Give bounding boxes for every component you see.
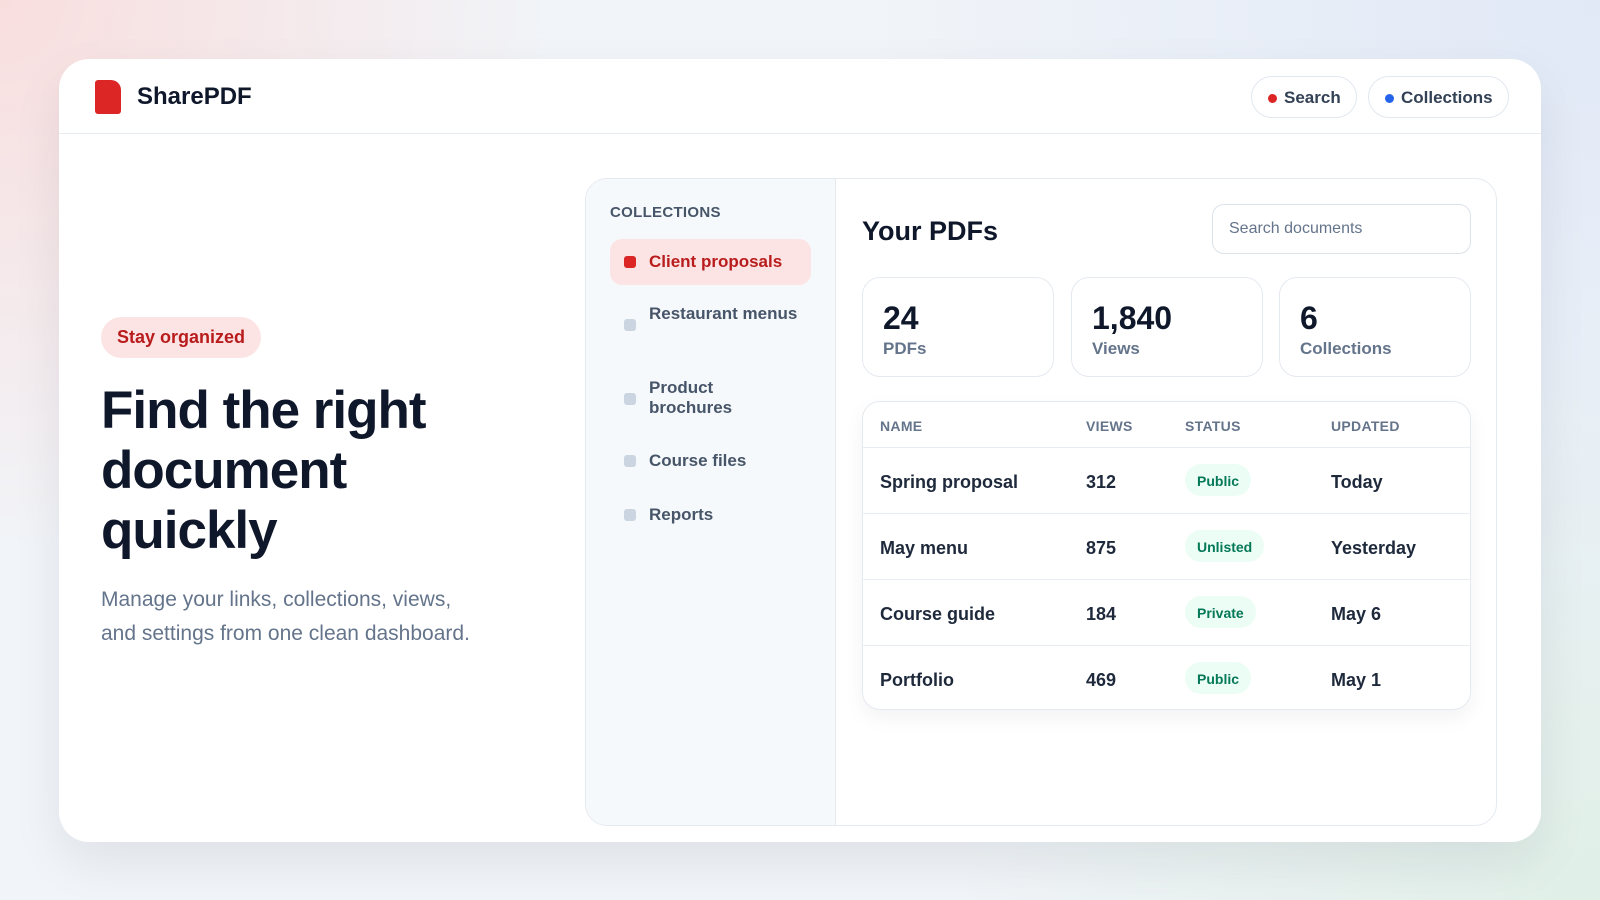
item-icon [624, 509, 636, 521]
column-header: STATUS [1185, 418, 1241, 434]
nav-search[interactable]: Search [1251, 76, 1357, 118]
stat-card: 1,840 Views [1071, 277, 1263, 377]
sidebar-heading: COLLECTIONS [610, 204, 721, 221]
stat-value: 1,840 [1092, 300, 1173, 336]
table-row[interactable]: May menu 875 Unlisted Yesterday [863, 513, 1470, 579]
item-icon [624, 455, 636, 467]
table-row[interactable]: Spring proposal 312 Public Today [863, 447, 1470, 513]
hero-title: Find the right document quickly [101, 381, 427, 560]
sidebar: COLLECTIONS Client proposals Restaurant … [586, 179, 836, 825]
table-cell: 184 [1086, 604, 1117, 624]
table-cell: 875 [1086, 538, 1117, 558]
status-badge: Unlisted [1185, 530, 1265, 562]
item-icon [624, 319, 636, 331]
item-label: Product brochures [649, 378, 733, 417]
item-label: Client proposals [649, 252, 783, 271]
table-cell: May 6 [1331, 604, 1382, 624]
item-icon [624, 393, 636, 405]
stat-label: PDFs [883, 339, 927, 358]
table-cell: Portfolio [880, 670, 954, 690]
sidebar-item[interactable]: Client proposals [610, 239, 811, 285]
item-label: Course files [649, 451, 747, 470]
top-bar: SharePDF Search Collections [59, 59, 1541, 134]
column-header: UPDATED [1331, 418, 1400, 434]
table-cell: Yesterday [1331, 538, 1417, 558]
item-label: Reports [649, 505, 714, 524]
hero-description: Manage your links, collections, views, a… [101, 588, 470, 645]
table-cell: Spring proposal [880, 472, 1019, 492]
documents-table: NAME VIEWS STATUS UPDATED Spring proposal 312… [862, 401, 1471, 710]
status-badge: Public [1185, 662, 1252, 694]
column-header: NAME [880, 418, 923, 434]
stat-card: 6 Collections [1279, 277, 1471, 377]
main-title: Your PDFs [862, 216, 999, 246]
table-row[interactable]: Course guide 184 Private May 6 [863, 579, 1470, 645]
item-label: Restaurant menus [649, 304, 798, 323]
table-cell: 312 [1086, 472, 1117, 492]
stat-value: 24 [883, 300, 919, 336]
table-cell: Today [1331, 472, 1383, 492]
badge: Stay organized [101, 317, 262, 358]
status-badge: Public [1185, 464, 1252, 496]
dashboard: COLLECTIONS Client proposals Restaurant … [585, 178, 1497, 826]
sidebar-item[interactable]: Reports [610, 505, 811, 525]
sidebar-item[interactable]: Course files [610, 451, 811, 471]
logo-icon [95, 80, 121, 114]
stat-label: Views [1092, 339, 1140, 358]
app-window: SharePDF Search Collections Stay organiz… [59, 59, 1541, 842]
nav-label: Collections [1401, 88, 1493, 107]
item-icon [624, 256, 636, 268]
nav-label: Search [1284, 88, 1341, 107]
table-row[interactable]: Portfolio 469 Public May 1 [863, 645, 1470, 709]
stat-card: 24 PDFs [862, 277, 1054, 377]
table-cell: Course guide [880, 604, 996, 624]
dot [1385, 94, 1394, 103]
column-header: VIEWS [1086, 418, 1133, 434]
stat-value: 6 [1300, 300, 1318, 336]
sidebar-item[interactable]: Product brochures [610, 378, 811, 418]
status-badge: Private [1185, 596, 1256, 628]
stat-label: Collections [1300, 339, 1392, 358]
table-cell: 469 [1086, 670, 1117, 690]
brand[interactable]: SharePDF [137, 83, 252, 110]
table-cell: May 1 [1331, 670, 1382, 690]
search-input[interactable]: Search documents [1212, 204, 1471, 254]
nav-collections[interactable]: Collections [1368, 76, 1509, 118]
table-cell: May menu [880, 538, 969, 558]
sidebar-item[interactable]: Restaurant menus [610, 304, 811, 331]
dot [1268, 94, 1277, 103]
